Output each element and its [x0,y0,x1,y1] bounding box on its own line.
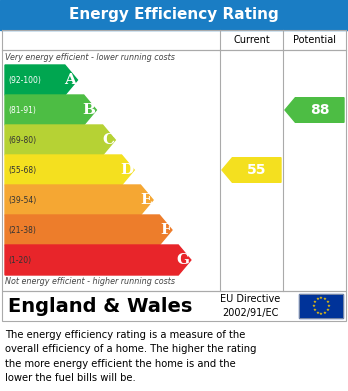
Polygon shape [222,158,281,182]
Text: ★: ★ [323,297,327,301]
Text: Very energy efficient - lower running costs: Very energy efficient - lower running co… [5,52,175,61]
Text: E: E [141,193,152,207]
Text: ★: ★ [319,312,323,316]
Text: D: D [120,163,133,177]
Bar [299,294,343,318]
Polygon shape [5,65,78,95]
Text: The energy efficiency rating is a measure of the
overall efficiency of a home. T: The energy efficiency rating is a measur… [5,330,256,383]
Text: 88: 88 [310,103,330,117]
Text: Potential: Potential [293,35,336,45]
Text: G: G [177,253,190,267]
Text: ★: ★ [319,296,323,300]
Bar [0,0,348,30]
Text: (1-20): (1-20) [8,255,31,264]
Text: (81-91): (81-91) [8,106,36,115]
Text: ★: ★ [315,297,319,301]
Text: ★: ★ [326,308,330,312]
Text: (92-100): (92-100) [8,75,41,84]
Text: (69-80): (69-80) [8,136,36,145]
Polygon shape [5,215,172,245]
Text: C: C [102,133,114,147]
Text: Not energy efficient - higher running costs: Not energy efficient - higher running co… [5,276,175,285]
Text: England & Wales: England & Wales [8,296,192,316]
Bar [2,291,346,321]
Text: 55: 55 [247,163,267,177]
Polygon shape [5,245,191,275]
Text: A: A [65,73,77,87]
Text: (39-54): (39-54) [8,196,36,204]
Bar [299,294,343,318]
Text: B: B [82,103,95,117]
Text: ★: ★ [326,300,330,304]
Text: ★: ★ [311,304,315,308]
Text: Energy Efficiency Rating: Energy Efficiency Rating [69,7,279,23]
Polygon shape [5,155,134,185]
Text: ★: ★ [323,311,327,315]
Text: F: F [160,223,171,237]
Text: ★: ★ [315,311,319,315]
Text: (55-68): (55-68) [8,165,36,174]
Text: ★: ★ [327,304,331,308]
Text: ★: ★ [313,300,316,304]
Text: ★: ★ [313,308,316,312]
Text: EU Directive
2002/91/EC: EU Directive 2002/91/EC [220,294,280,317]
Text: (21-38): (21-38) [8,226,36,235]
Polygon shape [5,125,115,155]
Bar [2,50,346,291]
Polygon shape [5,185,153,215]
Text: Current: Current [233,35,270,45]
Polygon shape [5,95,96,125]
Polygon shape [285,98,344,122]
